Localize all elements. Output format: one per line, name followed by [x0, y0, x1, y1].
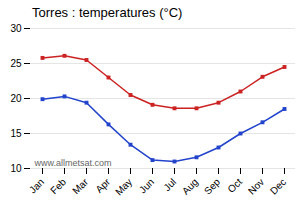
- svg-text:May: May: [113, 176, 134, 197]
- svg-text:Jun: Jun: [137, 176, 156, 195]
- svg-text:www.allmetsat.com: www.allmetsat.com: [34, 158, 112, 168]
- svg-text:20: 20: [10, 93, 22, 104]
- svg-text:30: 30: [10, 23, 22, 34]
- svg-text:Sep: Sep: [202, 176, 223, 197]
- svg-text:10: 10: [10, 163, 22, 174]
- svg-text:Aug: Aug: [180, 176, 200, 196]
- svg-text:Oct: Oct: [225, 176, 244, 195]
- svg-text:Apr: Apr: [93, 176, 112, 195]
- svg-text:15: 15: [10, 128, 22, 139]
- svg-text:Nov: Nov: [246, 176, 266, 196]
- svg-text:Mar: Mar: [70, 176, 90, 196]
- svg-text:25: 25: [10, 58, 22, 69]
- svg-text:Jan: Jan: [27, 176, 46, 195]
- html-text:Torres : temperatures (°C): Torres : temperatures (°C): [32, 5, 183, 20]
- svg-text:Feb: Feb: [48, 176, 68, 196]
- svg-text:Jul: Jul: [161, 176, 178, 193]
- svg-text:Dec: Dec: [268, 176, 288, 196]
